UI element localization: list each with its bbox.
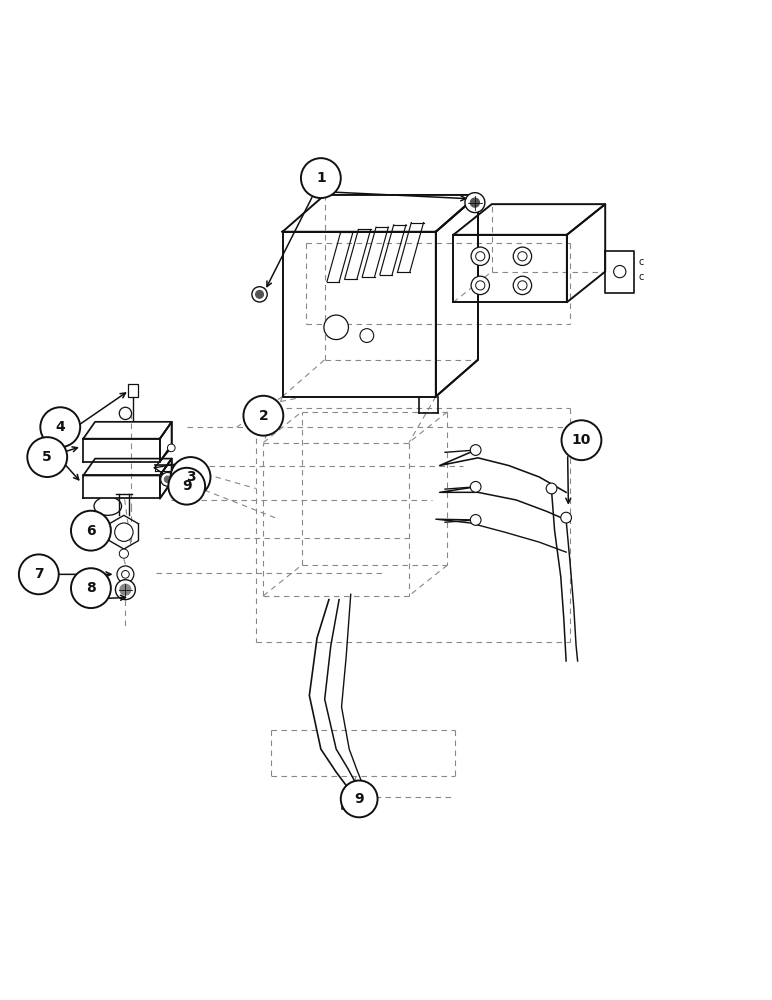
Circle shape bbox=[301, 158, 340, 198]
Circle shape bbox=[161, 472, 174, 486]
Circle shape bbox=[471, 276, 489, 295]
Circle shape bbox=[243, 396, 283, 436]
Circle shape bbox=[347, 784, 360, 796]
Circle shape bbox=[340, 781, 378, 817]
Circle shape bbox=[121, 571, 129, 578]
Circle shape bbox=[476, 281, 485, 290]
Circle shape bbox=[71, 568, 111, 608]
Circle shape bbox=[518, 252, 527, 261]
Text: 6: 6 bbox=[86, 524, 96, 538]
Circle shape bbox=[164, 476, 171, 482]
Text: 4: 4 bbox=[56, 420, 65, 434]
Circle shape bbox=[168, 468, 205, 505]
Text: c: c bbox=[638, 272, 644, 282]
Bar bbox=[127, 384, 138, 397]
Circle shape bbox=[259, 399, 275, 414]
Circle shape bbox=[19, 554, 59, 594]
Circle shape bbox=[476, 252, 485, 261]
Circle shape bbox=[513, 276, 532, 295]
Circle shape bbox=[117, 566, 134, 583]
Circle shape bbox=[518, 281, 527, 290]
Bar bbox=[341, 794, 366, 809]
Circle shape bbox=[115, 523, 133, 541]
Circle shape bbox=[470, 198, 479, 207]
Text: c: c bbox=[638, 257, 644, 267]
Circle shape bbox=[360, 329, 374, 342]
Circle shape bbox=[27, 437, 67, 477]
Circle shape bbox=[324, 315, 348, 340]
Circle shape bbox=[470, 515, 481, 525]
Text: 5: 5 bbox=[42, 450, 52, 464]
Text: 3: 3 bbox=[186, 470, 195, 484]
Circle shape bbox=[560, 512, 571, 523]
Circle shape bbox=[561, 420, 601, 460]
Circle shape bbox=[546, 483, 557, 494]
Text: 7: 7 bbox=[34, 567, 43, 581]
Circle shape bbox=[470, 445, 481, 455]
Circle shape bbox=[40, 407, 80, 447]
Circle shape bbox=[71, 511, 111, 551]
Circle shape bbox=[120, 584, 130, 595]
Circle shape bbox=[263, 403, 271, 410]
Circle shape bbox=[120, 407, 131, 420]
Circle shape bbox=[252, 287, 267, 302]
Circle shape bbox=[168, 444, 175, 452]
Circle shape bbox=[471, 247, 489, 265]
Text: 9: 9 bbox=[182, 479, 191, 493]
Circle shape bbox=[116, 580, 135, 600]
Text: 2: 2 bbox=[259, 409, 268, 423]
Circle shape bbox=[513, 247, 532, 265]
Text: 1: 1 bbox=[316, 171, 326, 185]
Text: 8: 8 bbox=[86, 581, 96, 595]
Circle shape bbox=[470, 481, 481, 492]
Circle shape bbox=[614, 265, 626, 278]
Circle shape bbox=[120, 549, 128, 558]
Circle shape bbox=[465, 193, 485, 213]
Text: 9: 9 bbox=[354, 792, 364, 806]
Text: 10: 10 bbox=[572, 433, 591, 447]
Circle shape bbox=[179, 459, 187, 467]
Circle shape bbox=[171, 478, 178, 486]
Circle shape bbox=[171, 457, 211, 497]
Circle shape bbox=[256, 291, 263, 298]
